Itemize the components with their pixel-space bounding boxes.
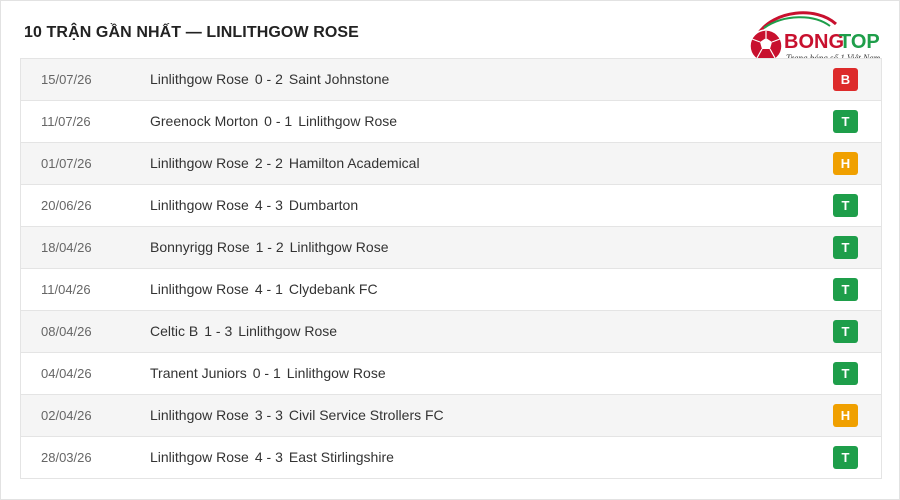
- logo-brand-a: BONG: [784, 31, 844, 53]
- match-fixture[interactable]: Tranent Juniors 0 - 1 Linlithgow Rose: [150, 353, 386, 394]
- home-team: Linlithgow Rose: [150, 281, 249, 297]
- table-row[interactable]: 20/06/26 Linlithgow Rose 4 - 3 Dumbarton T: [21, 185, 881, 227]
- match-date: 01/07/26: [41, 156, 92, 171]
- result-badge: T: [833, 446, 858, 469]
- table-row[interactable]: 11/04/26 Linlithgow Rose 4 - 1 Clydebank FC…: [21, 269, 881, 311]
- match-score: 4 - 1: [254, 281, 283, 297]
- match-fixture[interactable]: Linlithgow Rose 4 - 3 East Stirlingshire: [150, 437, 394, 478]
- away-team: Linlithgow Rose: [238, 323, 338, 339]
- match-fixture[interactable]: Linlithgow Rose 4 - 1 Clydebank FC: [150, 269, 378, 310]
- home-team: Linlithgow Rose: [150, 197, 249, 213]
- table-row[interactable]: 11/07/26 Greenock Morton 0 - 1 Linlithgow R…: [21, 101, 881, 143]
- away-team: Clydebank FC: [288, 281, 378, 297]
- match-fixture[interactable]: Linlithgow Rose 3 - 3 Civil Service Stroll…: [150, 395, 444, 436]
- match-score: 4 - 3: [254, 197, 283, 213]
- table-row[interactable]: 28/03/26 Linlithgow Rose 4 - 3 East Stirlin…: [21, 437, 881, 479]
- away-team: Linlithgow Rose: [286, 365, 386, 381]
- match-date: 04/04/26: [41, 366, 92, 381]
- match-score: 0 - 1: [252, 365, 281, 381]
- table-row[interactable]: 15/07/26 Linlithgow Rose 0 - 2 Saint Johnst…: [21, 59, 881, 101]
- match-fixture[interactable]: Linlithgow Rose 2 - 2 Hamilton Academical: [150, 143, 420, 184]
- home-team: Linlithgow Rose: [150, 407, 249, 423]
- page-title: 10 TRẬN GẦN NHẤT — LINLITHGOW ROSE: [24, 24, 359, 41]
- result-badge: T: [833, 194, 858, 217]
- away-team: Linlithgow Rose: [298, 113, 398, 129]
- away-team: East Stirlingshire: [288, 449, 394, 465]
- table-row[interactable]: 08/04/26 Celtic B 1 - 3 Linlithgow Rose T: [21, 311, 881, 353]
- result-badge: H: [833, 152, 858, 175]
- match-fixture[interactable]: Bonnyrigg Rose 1 - 2 Linlithgow Rose: [150, 227, 388, 268]
- match-score: 4 - 3: [254, 449, 283, 465]
- away-team: Linlithgow Rose: [289, 239, 389, 255]
- result-badge: T: [833, 110, 858, 133]
- result-badge: H: [833, 404, 858, 427]
- away-team: Hamilton Academical: [288, 155, 420, 171]
- match-date: 20/06/26: [41, 198, 92, 213]
- table-row[interactable]: 01/07/26 Linlithgow Rose 2 - 2 Hamilton Aca…: [21, 143, 881, 185]
- match-score: 0 - 2: [254, 71, 283, 87]
- result-badge: T: [833, 236, 858, 259]
- match-date: 02/04/26: [41, 408, 92, 423]
- match-score: 0 - 1: [264, 113, 293, 129]
- match-score: 1 - 3: [204, 323, 233, 339]
- match-date: 11/04/26: [41, 282, 91, 297]
- away-team: Saint Johnstone: [288, 71, 390, 87]
- logo-brand-b: TOP: [839, 31, 880, 53]
- home-team: Linlithgow Rose: [150, 449, 249, 465]
- match-fixture[interactable]: Greenock Morton 0 - 1 Linlithgow Rose: [150, 101, 397, 142]
- match-fixture[interactable]: Linlithgow Rose 0 - 2 Saint Johnstone: [150, 59, 389, 100]
- table-row[interactable]: 18/04/26 Bonnyrigg Rose 1 - 2 Linlithgow Ro…: [21, 227, 881, 269]
- home-team: Linlithgow Rose: [150, 155, 249, 171]
- match-fixture[interactable]: Linlithgow Rose 4 - 3 Dumbarton: [150, 185, 358, 226]
- home-team: Tranent Juniors: [150, 365, 247, 381]
- table-row[interactable]: 04/04/26 Tranent Juniors 0 - 1 Linlithgow R…: [21, 353, 881, 395]
- match-date: 28/03/26: [41, 450, 92, 465]
- match-date: 08/04/26: [41, 324, 92, 339]
- match-date: 11/07/26: [41, 114, 91, 129]
- recent-matches-table: 15/07/26 Linlithgow Rose 0 - 2 Saint Johnst…: [20, 58, 882, 479]
- away-team: Dumbarton: [288, 197, 359, 213]
- away-team: Civil Service Strollers FC: [288, 407, 444, 423]
- home-team: Celtic B: [150, 323, 199, 339]
- match-date: 18/04/26: [41, 240, 92, 255]
- table-row[interactable]: 02/04/26 Linlithgow Rose 3 - 3 Civil Servic…: [21, 395, 881, 437]
- match-fixture[interactable]: Celtic B 1 - 3 Linlithgow Rose: [150, 311, 337, 352]
- result-badge: T: [833, 320, 858, 343]
- match-score: 2 - 2: [254, 155, 283, 171]
- result-badge: B: [833, 68, 858, 91]
- match-score: 3 - 3: [254, 407, 283, 423]
- result-badge: T: [833, 278, 858, 301]
- match-date: 15/07/26: [41, 72, 92, 87]
- match-score: 1 - 2: [255, 239, 284, 255]
- home-team: Linlithgow Rose: [150, 71, 249, 87]
- result-badge: T: [833, 362, 858, 385]
- home-team: Bonnyrigg Rose: [150, 239, 250, 255]
- home-team: Greenock Morton: [150, 113, 259, 129]
